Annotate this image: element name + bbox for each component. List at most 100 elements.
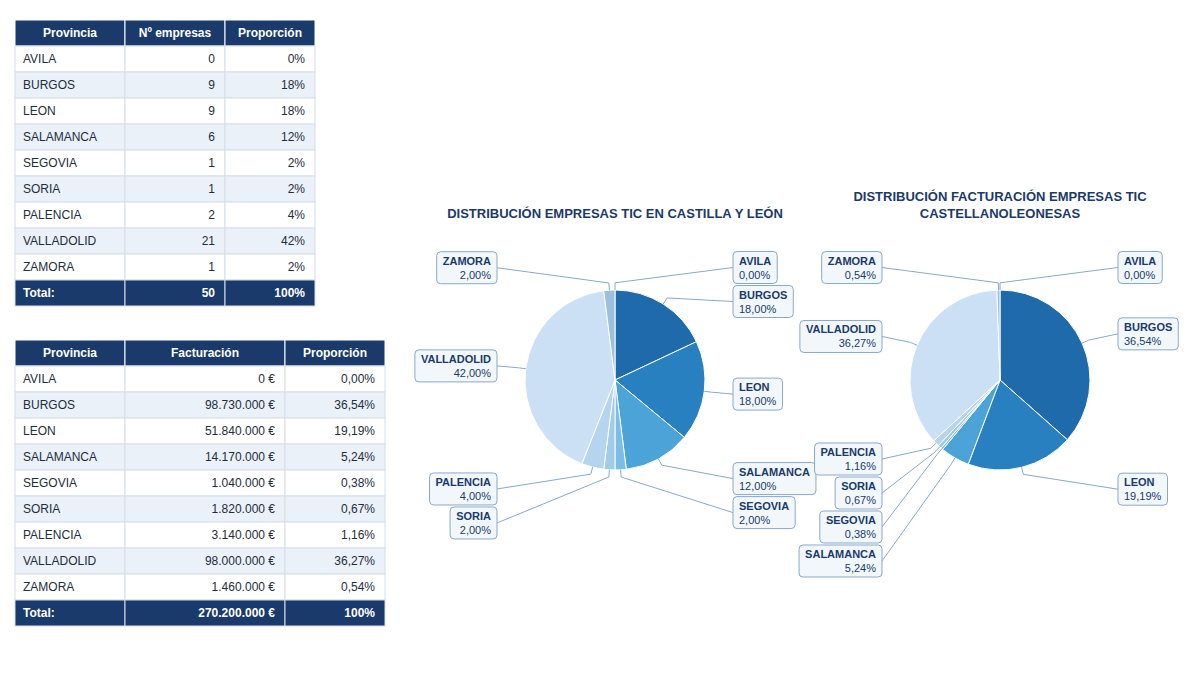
table-cell — [15, 366, 125, 392]
table-cell — [285, 392, 385, 418]
data-label-value: 2,00% — [460, 269, 491, 281]
leader-line — [615, 268, 733, 291]
label-box — [733, 463, 816, 495]
leader-line — [882, 336, 917, 345]
data-label-category: LEON — [1124, 476, 1155, 488]
table-cell — [125, 124, 225, 150]
table-cell — [225, 280, 315, 306]
data-label-value: 36,27% — [839, 337, 877, 349]
table-cell-text: 9 — [208, 104, 215, 118]
table-cell — [15, 254, 125, 280]
label-box — [733, 378, 783, 410]
leader-line — [621, 470, 733, 513]
table-header-text: Facturación — [171, 346, 239, 360]
table-cell-text: 4% — [288, 208, 306, 222]
table-cell-text: 2% — [288, 182, 306, 196]
table-cell-text: 5,24% — [341, 450, 375, 464]
table-cell — [15, 72, 125, 98]
table-cell-text: 3.140.000 € — [212, 528, 276, 542]
data-label-value: 0,54% — [845, 269, 876, 281]
table-cell-text: 19,19% — [334, 424, 375, 438]
table-cell-text: 0,54% — [341, 580, 375, 594]
leader-line — [704, 391, 733, 394]
table-cell — [285, 548, 385, 574]
table-row-label: PALENCIA — [23, 208, 81, 222]
data-label: BURGOS36,54% — [1118, 318, 1178, 350]
leader-line — [497, 470, 609, 523]
table-cell-text: 1.460.000 € — [212, 580, 276, 594]
table-cell-text: 2% — [288, 260, 306, 274]
chart-title-line: DISTRIBUCIÓN EMPRESAS TIC EN CASTILLA Y … — [447, 206, 783, 221]
table-cell — [225, 124, 315, 150]
data-label-category: PALENCIA — [436, 476, 491, 488]
table-cell — [125, 228, 225, 254]
table-cell-text: 18% — [281, 104, 305, 118]
leader-line — [882, 458, 955, 561]
table-row-label: PALENCIA — [23, 528, 81, 542]
data-label-category: SORIA — [841, 480, 876, 492]
label-box — [1118, 318, 1178, 350]
table-header-cell — [285, 340, 385, 366]
table-cell — [15, 548, 125, 574]
table-cell — [15, 574, 125, 600]
table-cell — [225, 98, 315, 124]
table-row-label: ZAMORA — [23, 260, 74, 274]
data-label-category: PALENCIA — [821, 446, 876, 458]
table-cell — [225, 176, 315, 202]
label-box — [1118, 252, 1162, 284]
chart-title-line: CASTELLANOLEONESAS — [920, 206, 1081, 221]
table-header-cell — [15, 20, 125, 46]
table-cell — [285, 600, 385, 626]
chart-title-line: DISTRIBUCIÓN FACTURACIÓN EMPRESAS TIC — [853, 189, 1147, 204]
pie-slice — [997, 290, 1000, 380]
table-cell-text: 100% — [344, 606, 375, 620]
data-label: SORIA2,00% — [450, 507, 497, 539]
table-cell-text: 0,38% — [341, 476, 375, 490]
pie-chart: DISTRIBUCIÓN EMPRESAS TIC EN CASTILLA Y … — [415, 206, 816, 539]
table-cell-text: 18% — [281, 78, 305, 92]
pie-labels: AVILA0,00%BURGOS36,54%LEON19,19%SALAMANC… — [799, 252, 1178, 578]
data-label-value: 0,67% — [845, 494, 876, 506]
table-row-label: LEON — [23, 104, 56, 118]
table-cell-text: 0% — [288, 52, 306, 66]
table-cell-text: 21 — [202, 234, 216, 248]
pie-chart: DISTRIBUCIÓN FACTURACIÓN EMPRESAS TIC CAS… — [799, 189, 1178, 578]
data-label-value: 5,24% — [845, 562, 876, 574]
pie-slice — [525, 291, 615, 464]
table-cell-text: 12% — [281, 130, 305, 144]
table-header-text: Proporción — [238, 26, 302, 40]
table-cell-text: 0 — [208, 52, 215, 66]
table-row-label: SEGOVIA — [23, 156, 77, 170]
data-label: SORIA 0,67% — [835, 477, 882, 509]
data-label-value: 18,00% — [739, 303, 777, 315]
data-label-category: VALLADOLID — [806, 323, 876, 335]
table-row-label: Total: — [23, 286, 55, 300]
chart-title: DISTRIBUCIÓN FACTURACIÓN EMPRESAS TIC CAS… — [853, 189, 1147, 221]
table-cell — [125, 444, 285, 470]
data-label: ZAMORA0,54% — [822, 252, 882, 284]
table-cell — [285, 366, 385, 392]
data-label-category: BURGOS — [739, 289, 787, 301]
table-cell — [15, 470, 125, 496]
pie-slice — [604, 290, 615, 380]
data-label-category: SORIA — [456, 510, 491, 522]
table-cell-text: 98.000.000 € — [205, 554, 275, 568]
table-cell — [285, 470, 385, 496]
data-label: SALAMANCA12,00% — [733, 463, 816, 495]
table-cell — [125, 72, 225, 98]
leader-line — [497, 268, 609, 290]
data-label-category: SEGOVIA — [826, 514, 876, 526]
table-cell — [125, 254, 225, 280]
table-header-text: Provincia — [43, 346, 97, 360]
pie-slices — [525, 290, 705, 470]
table-cell-text: 50 — [202, 286, 216, 300]
table-cell — [225, 150, 315, 176]
table-row-label: SORIA — [23, 182, 60, 196]
data-label: LEON18,00% — [733, 378, 783, 410]
data-label-value: 36,54% — [1124, 335, 1162, 347]
data-label-category: AVILA — [739, 255, 771, 267]
table-cell — [285, 418, 385, 444]
table-cell — [125, 496, 285, 522]
data-label-value: 0,00% — [1124, 269, 1155, 281]
table-cell — [15, 228, 125, 254]
